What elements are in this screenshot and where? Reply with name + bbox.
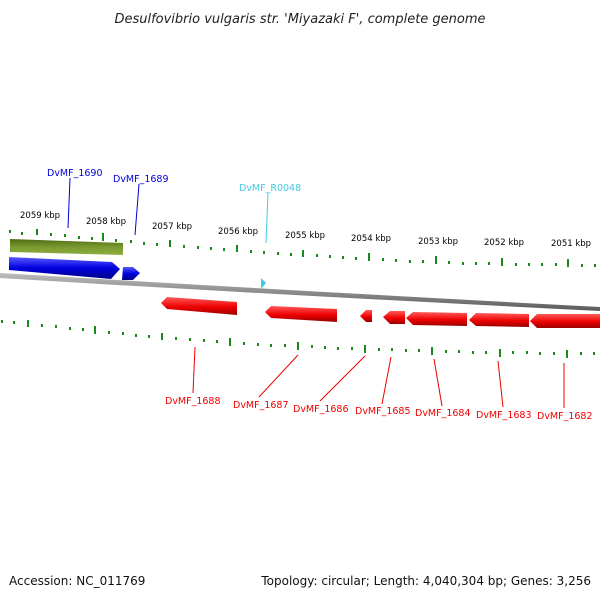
kbp-label-2051: 2051 kbp <box>551 239 591 249</box>
kbp-label-2057: 2057 kbp <box>152 222 192 232</box>
leader-line-dvmf-r0048 <box>265 192 269 244</box>
leader-line-dvmf-1686 <box>319 355 366 402</box>
leader-line-dvmf-1685 <box>381 356 392 405</box>
leader-line-dvmf-1683 <box>497 360 504 408</box>
outer-tick-track <box>9 229 596 267</box>
gene-arrow-dvmf-1684[interactable] <box>406 312 467 326</box>
rna-gene-marker-dvmf-r0048[interactable] <box>261 278 266 289</box>
gene-arrow-dvmf-1688[interactable] <box>161 297 237 315</box>
gene-label-dvmf-1690[interactable]: DvMF_1690 <box>47 168 103 179</box>
kbp-label-2053: 2053 kbp <box>418 237 458 247</box>
gene-label-dvmf-1683[interactable]: DvMF_1683 <box>476 410 532 421</box>
gene-label-dvmf-1684[interactable]: DvMF_1684 <box>415 408 471 419</box>
gene-label-dvmf-1687[interactable]: DvMF_1687 <box>233 400 289 411</box>
gene-arrow-dvmf-1685[interactable] <box>383 311 405 324</box>
gene-arrow-dvmf-1689[interactable] <box>122 267 140 280</box>
genome-summary-text: Topology: circular; Length: 4,040,304 bp… <box>260 574 591 588</box>
inner-tick-track <box>1 320 595 358</box>
kbp-label-2056: 2056 kbp <box>218 227 258 237</box>
gene-label-dvmf-1686[interactable]: DvMF_1686 <box>293 404 349 415</box>
kbp-label-2054: 2054 kbp <box>351 234 391 244</box>
leader-line-dvmf-1687 <box>258 354 299 398</box>
genome-backbone <box>0 273 600 311</box>
kbp-label-2052: 2052 kbp <box>484 238 524 248</box>
leader-line-dvmf-1690 <box>67 177 71 229</box>
gene-arrow-dvmf-1682[interactable] <box>530 314 600 328</box>
gene-label-dvmf-1682[interactable]: DvMF_1682 <box>537 411 593 422</box>
kbp-label-2059: 2059 kbp <box>20 211 60 221</box>
leader-line-dvmf-1688 <box>192 346 196 394</box>
operon-bar[interactable] <box>10 239 123 255</box>
gene-label-dvmf-r0048[interactable]: DvMF_R0048 <box>239 183 301 194</box>
kbp-label-2058: 2058 kbp <box>86 217 126 227</box>
accession-text: Accession: NC_011769 <box>9 574 145 588</box>
genome-title: Desulfovibrio vulgaris str. 'Miyazaki F'… <box>114 12 485 27</box>
gene-arrow-dvmf-1690[interactable] <box>9 257 120 279</box>
kbp-label-2055: 2055 kbp <box>285 231 325 241</box>
gene-label-dvmf-1689[interactable]: DvMF_1689 <box>113 174 169 185</box>
gene-label-dvmf-1685[interactable]: DvMF_1685 <box>355 406 411 417</box>
leader-line-dvmf-1684 <box>433 358 443 407</box>
gene-arrow-dvmf-1687[interactable] <box>265 306 337 322</box>
kbp-scale-labels: 2059 kbp 2058 kbp 2057 kbp 2056 kbp 2055… <box>20 211 591 249</box>
gene-arrow-dvmf-1683[interactable] <box>469 313 529 327</box>
gene-arrow-dvmf-1686[interactable] <box>360 310 372 322</box>
leader-line-dvmf-1689 <box>134 183 140 236</box>
gene-label-dvmf-1688[interactable]: DvMF_1688 <box>165 396 221 407</box>
